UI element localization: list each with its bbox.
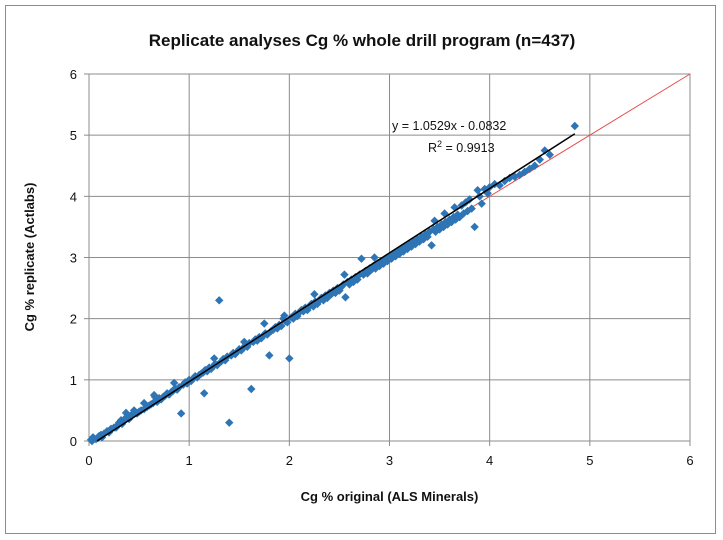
data-point <box>340 270 349 279</box>
data-point <box>87 436 97 446</box>
data-point <box>431 227 440 237</box>
data-point <box>341 293 350 302</box>
y-tick-label: 2 <box>70 312 77 327</box>
data-point <box>520 167 529 177</box>
y-tick-label: 4 <box>70 189 77 204</box>
data-point <box>470 222 479 232</box>
data-point <box>199 389 209 398</box>
x-tick-label: 0 <box>85 453 92 468</box>
data-point <box>247 384 256 394</box>
data-point <box>129 406 139 415</box>
data-point <box>149 390 159 400</box>
data-point <box>505 173 514 183</box>
x-tick-label: 6 <box>686 453 693 468</box>
axis-ticks: 0 1 2 3 4 5 6 0 1 2 3 4 5 6 <box>70 67 694 468</box>
data-point <box>122 412 132 421</box>
trendline <box>96 133 576 442</box>
data-point <box>280 311 289 320</box>
data-point <box>477 199 486 208</box>
data-point <box>525 164 534 174</box>
data-point <box>530 161 539 170</box>
trendline-equation: y = 1.0529x - 0.0832 <box>392 119 506 133</box>
x-tick-label: 3 <box>386 453 393 468</box>
data-point <box>310 290 319 299</box>
r-squared-label: R2 = 0.9913 <box>428 139 495 155</box>
data-point <box>215 296 224 305</box>
y-tick-label: 3 <box>70 251 77 266</box>
data-point <box>467 204 476 213</box>
chart-title: Replicate analyses Cg % whole drill prog… <box>149 31 576 50</box>
data-point <box>370 253 379 262</box>
x-tick-label: 5 <box>586 453 593 468</box>
y-axis-label: Cg % replicate (Actlabs) <box>22 183 37 332</box>
data-point <box>240 337 249 347</box>
data-point <box>260 319 269 328</box>
data-point <box>427 241 436 250</box>
data-point <box>225 418 234 427</box>
data-point <box>169 378 179 388</box>
y-tick-label: 5 <box>70 128 77 143</box>
data-point <box>88 433 98 442</box>
x-tick-label: 1 <box>186 453 193 468</box>
data-point <box>265 351 274 360</box>
data-point <box>243 342 252 352</box>
x-axis-label: Cg % original (ALS Minerals) <box>301 489 479 504</box>
y-tick-label: 0 <box>70 434 77 449</box>
data-point <box>545 150 554 159</box>
data-point <box>210 354 219 363</box>
data-point <box>285 354 294 363</box>
r-squared-exponent: 2 <box>437 139 442 149</box>
x-tick-label: 4 <box>486 453 493 468</box>
scatter-chart: Replicate analyses Cg % whole drill prog… <box>22 31 694 504</box>
data-point <box>393 247 402 256</box>
r-squared-prefix: R <box>428 141 437 155</box>
data-point <box>176 409 186 418</box>
y-tick-label: 6 <box>70 67 77 82</box>
data-point <box>116 416 126 425</box>
data-point <box>139 398 149 408</box>
x-tick-label: 2 <box>286 453 293 468</box>
y-tick-label: 1 <box>70 373 77 388</box>
chart-area: Replicate analyses Cg % whole drill prog… <box>5 5 716 534</box>
data-point <box>465 195 474 204</box>
r-squared-value: = 0.9913 <box>442 141 495 155</box>
data-point <box>570 121 580 131</box>
data-point <box>411 239 420 249</box>
